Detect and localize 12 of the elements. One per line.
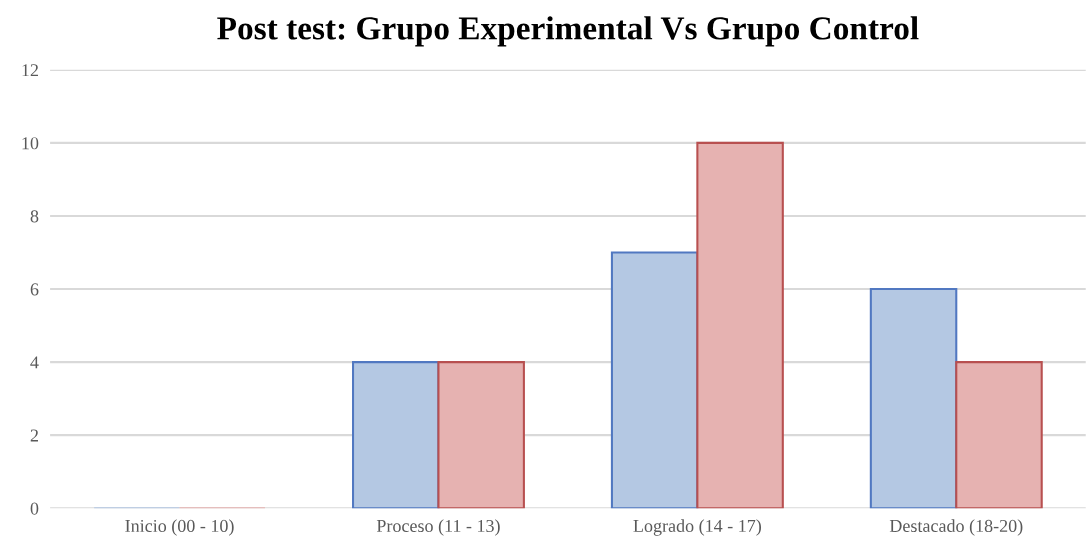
- x-tick-label: Inicio (00 - 10): [125, 519, 234, 536]
- x-tick-label: Proceso (11 - 13): [376, 519, 500, 536]
- y-tick-label: 2: [30, 429, 38, 442]
- y-tick-label: 10: [22, 137, 39, 150]
- y-tick-label: 0: [30, 502, 39, 515]
- chart-title: Post test: Grupo Experimental Vs Grupo Control: [217, 16, 919, 47]
- x-tick-label: Logrado (14 - 17): [633, 519, 761, 536]
- y-tick-label: 6: [30, 283, 39, 296]
- x-tick-label: Destacado (18-20): [889, 519, 1023, 536]
- y-tick-label: 4: [30, 356, 39, 369]
- y-tick-label: 8: [30, 210, 39, 223]
- y-tick-label: 12: [22, 64, 38, 77]
